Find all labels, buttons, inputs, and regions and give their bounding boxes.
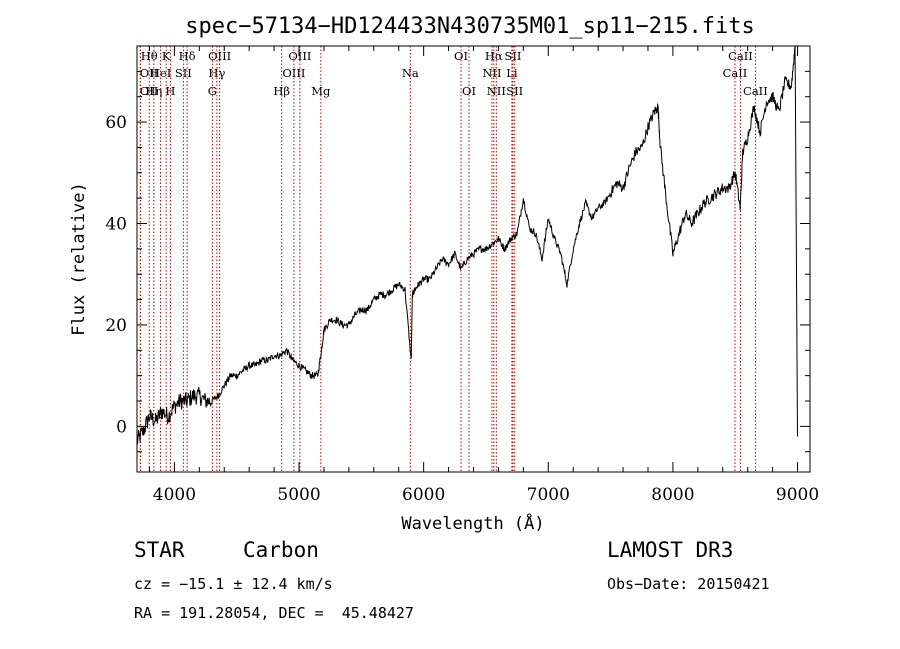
- line-marker-label: OIII: [208, 49, 231, 63]
- flux-line: [136, 45, 798, 445]
- line-marker-label: H: [165, 84, 175, 98]
- x-tick-label: 4000: [153, 485, 196, 505]
- y-axis-label: Flux (relative): [69, 182, 89, 336]
- flux-series: [136, 45, 798, 445]
- line-marker-label: SII: [505, 49, 522, 63]
- x-axis-ticks: 4000 5000 6000 7000 8000 9000: [148, 46, 819, 505]
- line-marker-label: Hα: [485, 49, 503, 63]
- line-marker-label: NII: [482, 66, 501, 80]
- y-axis-ticks: 0 20 40 60: [105, 70, 810, 453]
- redshift-velocity: cz = −15.1 ± 12.4 km/s: [134, 575, 333, 593]
- line-marker-label: Hδ: [179, 49, 196, 63]
- object-class: STAR: [134, 538, 185, 562]
- line-marker-label: Na: [402, 66, 419, 80]
- line-marker-label: SII: [175, 66, 192, 80]
- line-marker-label: CaII: [728, 49, 753, 63]
- survey-name: LAMOST DR3: [607, 538, 734, 562]
- line-marker-label: OIII: [288, 49, 311, 63]
- line-marker-label: G: [208, 84, 217, 98]
- x-axis-label: Wavelength (Å): [401, 512, 544, 534]
- y-tick-label: 60: [105, 113, 127, 133]
- y-tick-label: 0: [116, 417, 127, 437]
- line-marker-label: Mg: [311, 84, 331, 98]
- line-marker-label: HeI: [150, 66, 171, 80]
- y-tick-label: 40: [105, 215, 127, 235]
- line-marker-label: K: [162, 49, 171, 63]
- observation-date: Obs−Date: 20150421: [607, 575, 770, 593]
- x-tick-label: 7000: [527, 485, 570, 505]
- x-tick-label: 8000: [651, 485, 694, 505]
- line-marker-label: OII: [140, 84, 159, 98]
- line-marker-label: CaII: [723, 66, 748, 80]
- plot-frame: [136, 45, 811, 473]
- line-marker-label: OI: [462, 84, 476, 98]
- x-tick-label: 9000: [776, 485, 819, 505]
- object-subclass: Carbon: [243, 538, 319, 562]
- line-marker-label: SII: [506, 84, 523, 98]
- sky-coordinates: RA = 191.28054, DEC = 45.48427: [134, 604, 414, 622]
- line-marker-label: OI: [454, 49, 468, 63]
- y-tick-label: 20: [105, 316, 127, 336]
- x-tick-label: 6000: [402, 485, 445, 505]
- line-marker-label: NII: [487, 84, 506, 98]
- line-marker-label: OIII: [282, 66, 305, 80]
- chart-title: spec−57134−HD124433N430735M01_sp11−215.f…: [185, 14, 755, 39]
- line-marker-label: Hγ: [208, 66, 225, 80]
- line-marker-label: CaII: [743, 84, 768, 98]
- line-marker-label: Li: [506, 66, 518, 80]
- line-marker-label: OII: [140, 66, 159, 80]
- line-marker-label: Hθ: [141, 49, 158, 63]
- line-marker-label: Hη: [145, 84, 162, 98]
- line-marker-label: Hβ: [273, 84, 290, 98]
- x-tick-label: 5000: [277, 485, 320, 505]
